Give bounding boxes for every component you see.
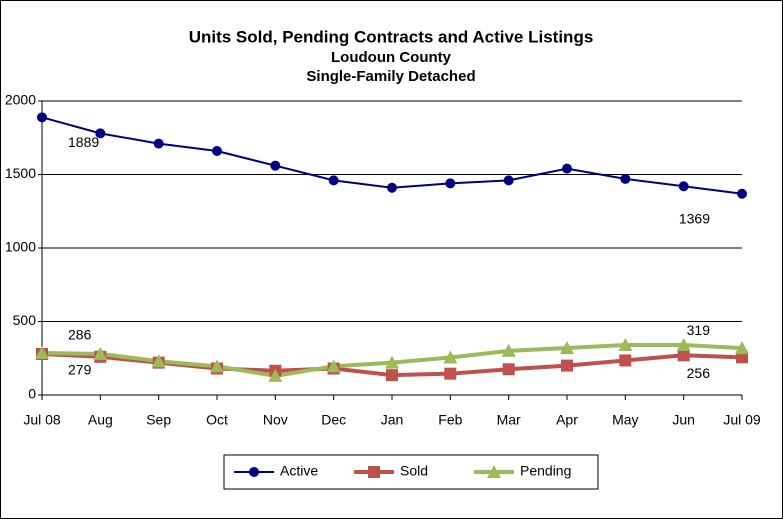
point	[561, 359, 573, 372]
chart-title: Units Sold, Pending Contracts and Active…	[189, 27, 594, 46]
point	[386, 369, 398, 382]
point	[620, 173, 631, 184]
data-label: 319	[687, 322, 711, 338]
point	[326, 359, 341, 373]
point	[562, 163, 572, 174]
y-tick-label: 1500	[5, 165, 36, 181]
point	[619, 354, 632, 367]
x-tick-label: Jan	[381, 412, 404, 428]
point	[560, 340, 574, 354]
legend-label: Active	[280, 463, 318, 479]
point	[210, 359, 224, 373]
point	[37, 112, 47, 123]
data-label: 1889	[68, 134, 99, 150]
x-tick-label: Mar	[497, 412, 521, 428]
chart-subtitle: Loudoun County	[331, 49, 452, 66]
y-tick-label: 0	[28, 386, 36, 402]
point	[270, 160, 281, 171]
point	[153, 138, 164, 149]
x-tick-label: Jul 09	[723, 412, 761, 428]
legend-label: Sold	[400, 463, 428, 479]
x-tick-label: Aug	[88, 412, 113, 428]
point	[268, 368, 283, 382]
point	[249, 467, 259, 477]
point	[35, 345, 49, 359]
point	[444, 367, 457, 380]
x-tick-label: Sep	[146, 412, 171, 428]
point	[676, 338, 691, 352]
point	[387, 182, 397, 193]
point	[443, 350, 458, 364]
x-tick-label: Nov	[263, 412, 288, 428]
point	[151, 354, 166, 368]
point	[678, 181, 689, 192]
point	[328, 175, 339, 186]
data-label: 256	[687, 365, 711, 381]
x-tick-label: Apr	[556, 412, 578, 428]
data-label: 1369	[679, 210, 710, 226]
x-tick-label: Feb	[438, 412, 462, 428]
point	[502, 363, 515, 376]
x-tick-label: Dec	[321, 412, 346, 428]
point	[677, 349, 690, 362]
point	[503, 175, 514, 186]
x-tick-label: May	[612, 412, 638, 428]
point	[368, 466, 380, 478]
x-tick-label: Jul 08	[23, 412, 61, 428]
point	[385, 355, 399, 369]
legend: Active Sold Pending	[223, 454, 599, 490]
y-tick-label: 1000	[5, 239, 36, 255]
chart-subtitle: Single-Family Detached	[306, 68, 475, 85]
point	[618, 338, 633, 352]
y-tick-label: 2000	[5, 92, 36, 108]
point	[487, 465, 501, 478]
x-tick-label: Jun	[672, 412, 695, 428]
legend-box	[223, 454, 599, 490]
legend-label: Pending	[520, 463, 571, 479]
data-label: 286	[68, 327, 92, 343]
point	[736, 351, 748, 364]
point	[501, 343, 516, 357]
point	[737, 188, 747, 199]
point	[93, 346, 108, 360]
y-tick-label: 500	[13, 312, 37, 328]
point	[212, 145, 222, 156]
x-tick-label: Oct	[206, 412, 228, 428]
data-label: 279	[68, 362, 92, 378]
point	[445, 178, 456, 189]
point	[95, 128, 106, 139]
point	[735, 341, 749, 355]
